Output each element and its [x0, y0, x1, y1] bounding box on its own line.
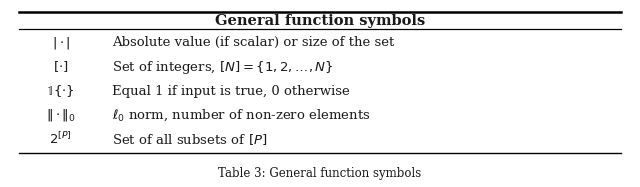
Text: Absolute value (if scalar) or size of the set: Absolute value (if scalar) or size of th…	[112, 36, 394, 49]
Text: $\|\cdot\|_0$: $\|\cdot\|_0$	[46, 107, 76, 123]
Text: $[\cdot]$: $[\cdot]$	[53, 60, 68, 74]
Text: Set of integers, $[N] = \{1, 2, \ldots, N\}$: Set of integers, $[N] = \{1, 2, \ldots, …	[112, 59, 333, 76]
Text: General function symbols: General function symbols	[215, 14, 425, 27]
Text: $|\cdot|$: $|\cdot|$	[51, 35, 70, 51]
Text: Table 3: General function symbols: Table 3: General function symbols	[218, 167, 422, 180]
Text: Equal 1 if input is true, 0 otherwise: Equal 1 if input is true, 0 otherwise	[112, 85, 349, 98]
Text: $\ell_0$ norm, number of non-zero elements: $\ell_0$ norm, number of non-zero elemen…	[112, 108, 371, 123]
Text: Set of all subsets of $[P]$: Set of all subsets of $[P]$	[112, 132, 268, 147]
Text: $2^{[P]}$: $2^{[P]}$	[49, 131, 72, 147]
Text: $\mathbb{1}\{\cdot\}$: $\mathbb{1}\{\cdot\}$	[47, 83, 75, 99]
